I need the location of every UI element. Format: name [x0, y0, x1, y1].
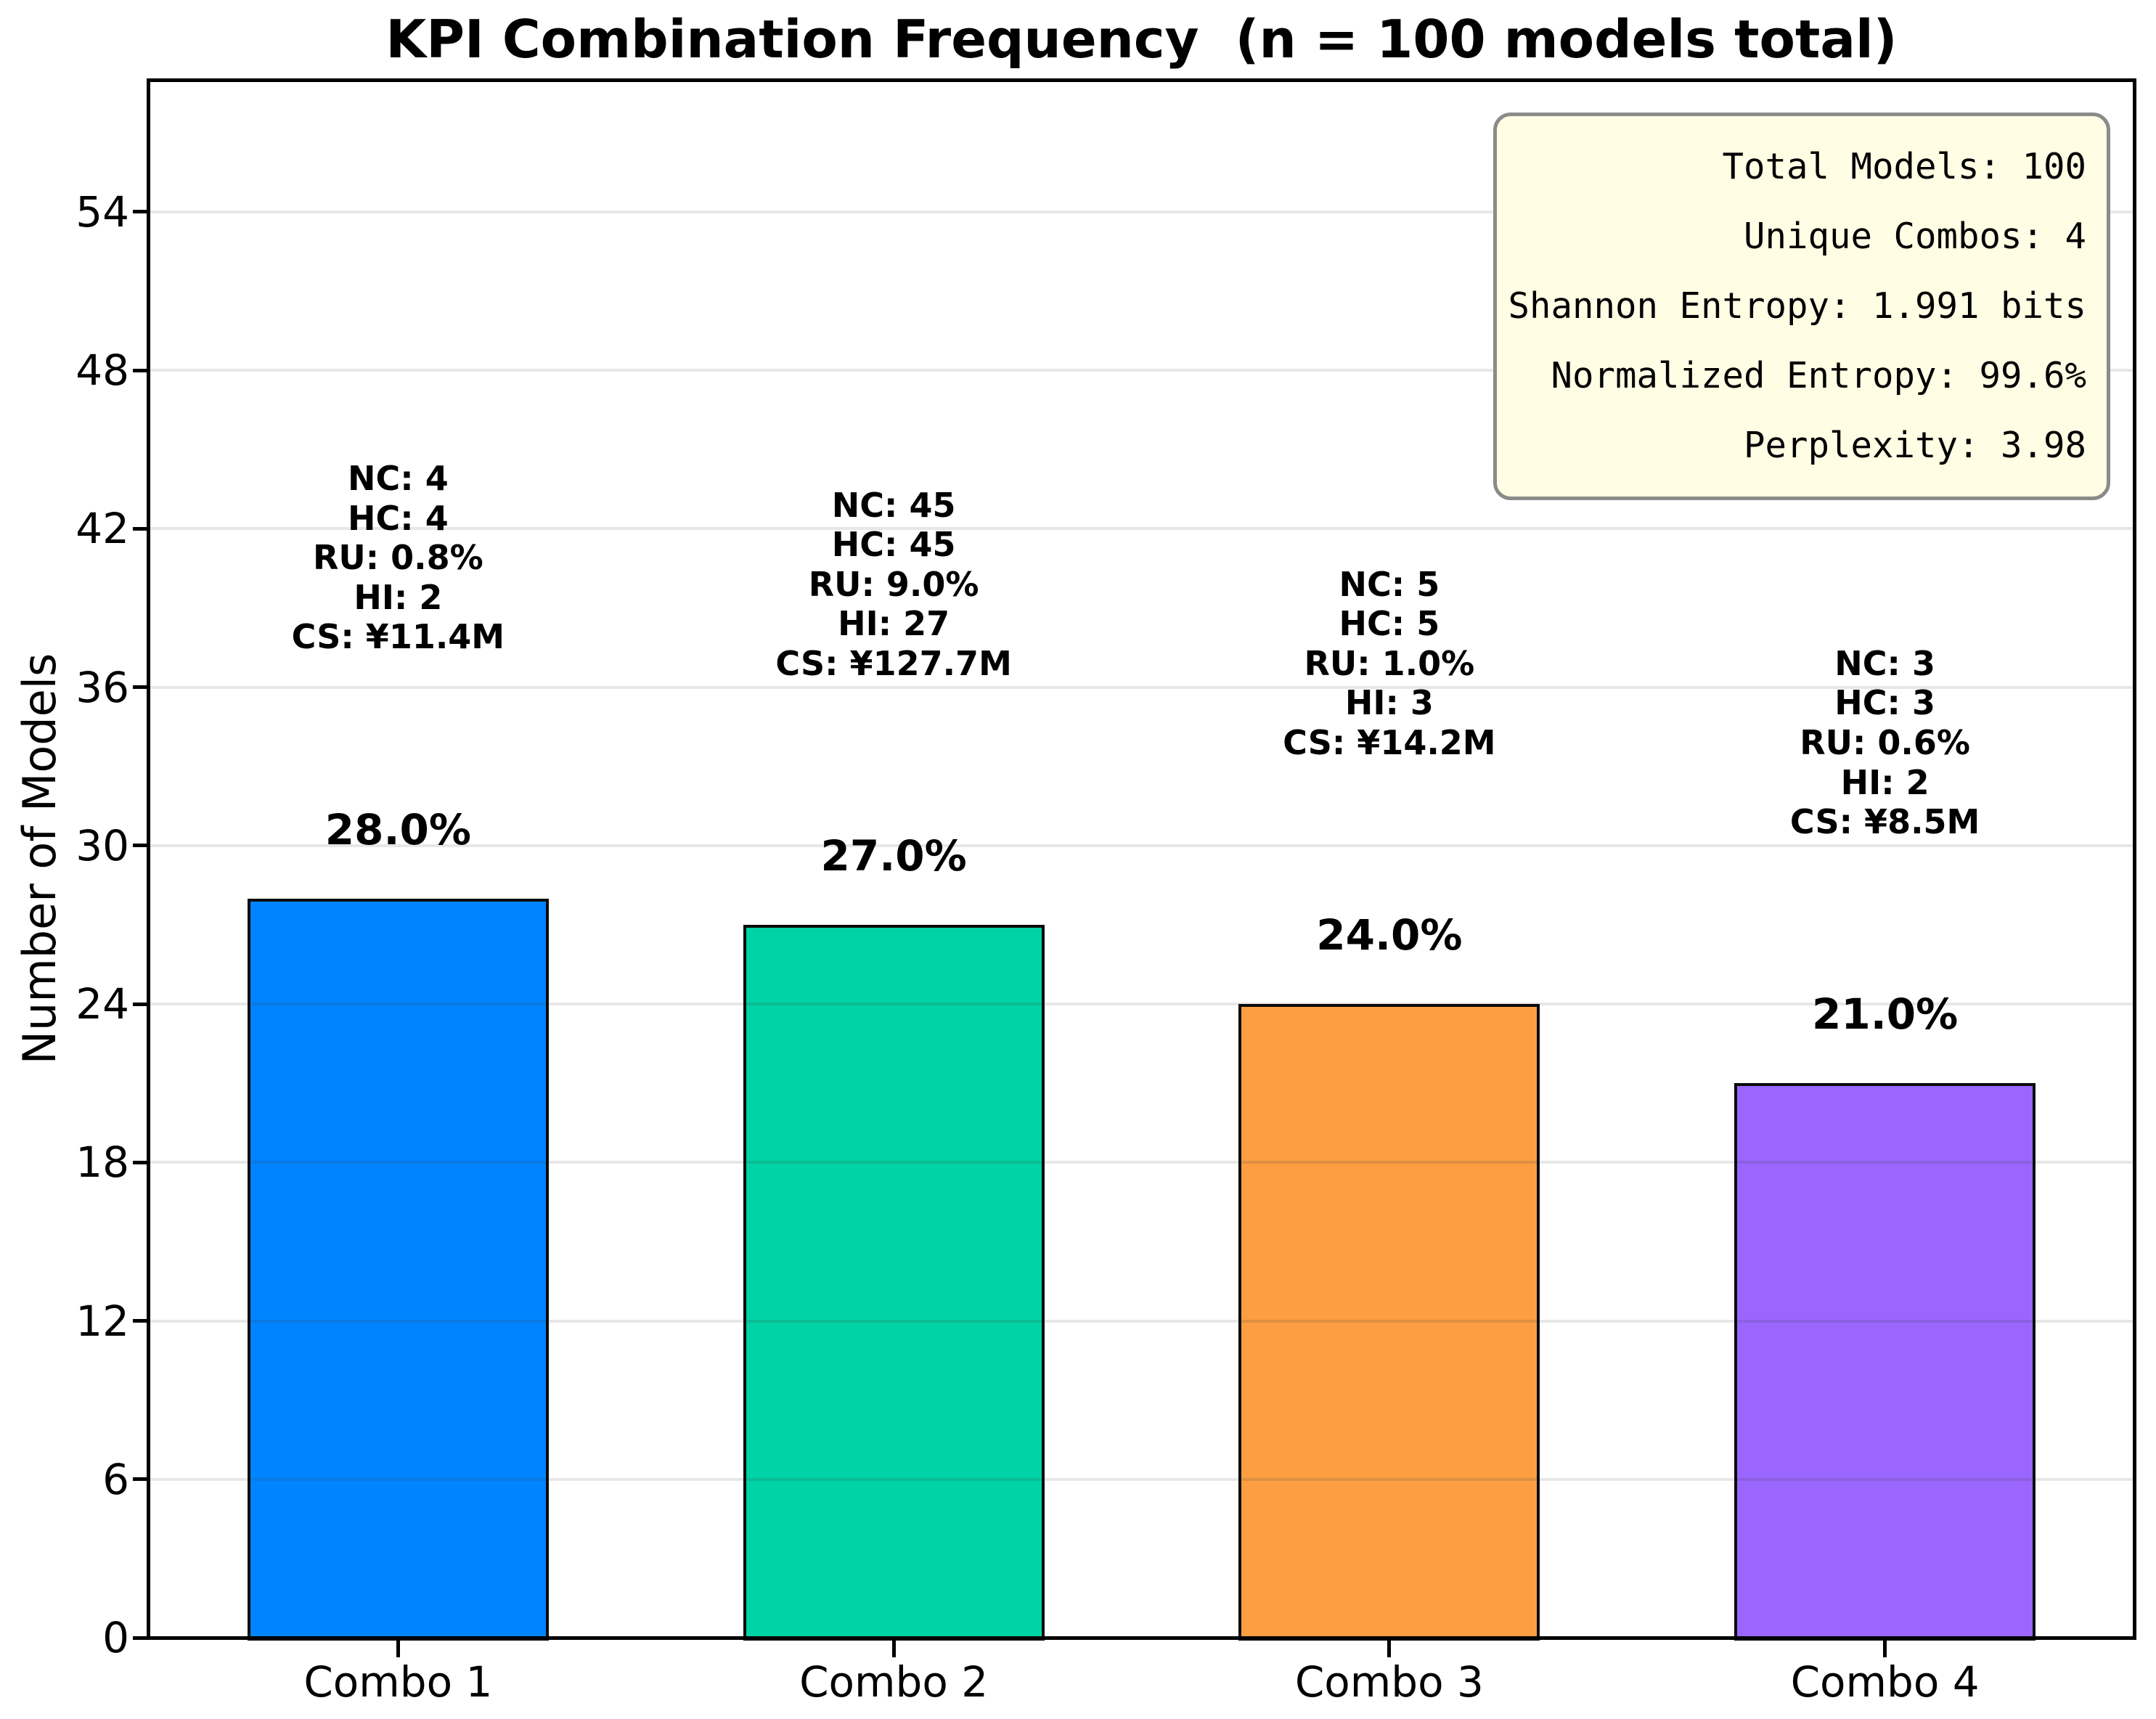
- bar-gridline-overlay: [250, 1003, 546, 1006]
- bar-annotation-line: CS: ¥11.4M: [291, 617, 505, 657]
- bar-annotation-line: HI: 2: [354, 577, 443, 617]
- y-tick-label: 6: [102, 1454, 129, 1504]
- bar-annotation-line: HC: 5: [1339, 604, 1440, 644]
- bar-percent-label: 21.0%: [1812, 989, 1959, 1040]
- x-tick-mark: [1883, 1640, 1887, 1657]
- y-tick-mark: [133, 526, 149, 531]
- y-tick-label: 0: [102, 1613, 129, 1662]
- bar-gridline-overlay: [250, 1161, 546, 1164]
- bar-percent-label: 24.0%: [1316, 910, 1463, 960]
- stats-box-line: Total Models: 100: [1722, 146, 2086, 187]
- stats-box-line: Unique Combos: 4: [1743, 216, 2086, 257]
- bar-combo-3: [1238, 1004, 1540, 1641]
- bar-annotation-line: HC: 4: [348, 498, 449, 538]
- y-tick-label: 18: [75, 1138, 129, 1188]
- bar-annotation-line: RU: 0.8%: [312, 538, 483, 578]
- bar-combo-1: [247, 898, 549, 1641]
- bar-gridline-overlay: [1241, 1477, 1538, 1481]
- bar-annotation-line: HC: 3: [1834, 683, 1935, 723]
- bar-gridline-overlay: [1737, 1319, 2033, 1323]
- y-tick-label: 30: [75, 820, 129, 870]
- bar-gridline-overlay: [746, 1003, 1042, 1006]
- x-tick-mark: [396, 1640, 400, 1657]
- bar-gridline-overlay: [250, 1477, 546, 1481]
- gridline-y-6: [150, 1477, 2133, 1481]
- y-tick-label: 48: [75, 346, 129, 396]
- bar-gridline-overlay: [1737, 1477, 2033, 1481]
- bar-annotation-line: HI: 3: [1344, 683, 1434, 723]
- y-tick-label: 36: [75, 662, 129, 712]
- bar-gridline-overlay: [746, 1319, 1042, 1323]
- gridline-y-30: [150, 844, 2133, 847]
- y-tick-mark: [133, 844, 149, 848]
- chart-title: KPI Combination Frequency (n = 100 model…: [385, 9, 1898, 70]
- bar-annotation-line: CS: ¥8.5M: [1789, 802, 1980, 842]
- bar-gridline-overlay: [746, 1161, 1042, 1164]
- gridline-y-12: [150, 1319, 2133, 1323]
- x-tick-label: Combo 4: [1790, 1657, 1980, 1707]
- bar-annotation-line: RU: 0.6%: [1800, 722, 1970, 762]
- bar-annotation-line: RU: 9.0%: [808, 564, 979, 604]
- bar-percent-label: 27.0%: [820, 830, 967, 881]
- bar-annotation-line: NC: 5: [1339, 564, 1440, 604]
- bar-annotation-line: HI: 2: [1840, 762, 1930, 802]
- bar-annotation-line: RU: 1.0%: [1304, 643, 1475, 683]
- bar-combo-4: [1734, 1083, 2036, 1641]
- y-tick-label: 54: [75, 187, 129, 237]
- y-tick-mark: [133, 1160, 149, 1164]
- bar-gridline-overlay: [1737, 1161, 2033, 1164]
- y-tick-label: 42: [75, 504, 129, 554]
- x-tick-label: Combo 3: [1294, 1657, 1484, 1707]
- stats-box-line: Shannon Entropy: 1.991 bits: [1508, 285, 2086, 327]
- y-tick-mark: [133, 1002, 149, 1006]
- gridline-y-36: [150, 685, 2133, 689]
- x-tick-mark: [1387, 1640, 1392, 1657]
- y-tick-mark: [133, 1636, 149, 1640]
- gridline-y-18: [150, 1161, 2133, 1164]
- bar-annotation-line: NC: 3: [1834, 643, 1935, 683]
- gridline-y-48: [150, 369, 2133, 372]
- stats-box-line: Perplexity: 3.98: [1743, 425, 2086, 466]
- bar-annotation-line: NC: 4: [348, 459, 449, 499]
- bar-annotation-line: NC: 45: [831, 485, 956, 525]
- x-tick-label: Combo 2: [799, 1657, 989, 1707]
- y-tick-label: 24: [75, 979, 129, 1029]
- x-tick-label: Combo 1: [303, 1657, 493, 1707]
- bar-gridline-overlay: [1241, 1161, 1538, 1164]
- y-tick-label: 12: [75, 1296, 129, 1346]
- y-tick-mark: [133, 1319, 149, 1323]
- y-tick-mark: [133, 368, 149, 372]
- bar-percent-label: 28.0%: [324, 804, 471, 854]
- y-tick-mark: [133, 1477, 149, 1482]
- bar-annotation-line: CS: ¥14.2M: [1283, 722, 1496, 762]
- bar-gridline-overlay: [250, 1319, 546, 1323]
- x-tick-mark: [891, 1640, 896, 1657]
- stats-box-line: Normalized Entropy: 99.6%: [1551, 355, 2086, 396]
- gridline-y-24: [150, 1003, 2133, 1006]
- bar-combo-2: [743, 924, 1045, 1641]
- y-tick-mark: [133, 685, 149, 690]
- bar-annotation-line: HI: 27: [838, 604, 950, 644]
- bar-gridline-overlay: [1241, 1319, 1538, 1323]
- gridline-y-42: [150, 527, 2133, 531]
- bar-annotation-line: HC: 45: [831, 525, 956, 565]
- y-tick-mark: [133, 210, 149, 214]
- gridline-y-54: [150, 210, 2133, 213]
- stats-box: Total Models: 100 Unique Combos: 4 Shannon…: [1493, 113, 2110, 500]
- bar-gridline-overlay: [746, 1477, 1042, 1481]
- bar-annotation-line: CS: ¥127.7M: [775, 643, 1012, 683]
